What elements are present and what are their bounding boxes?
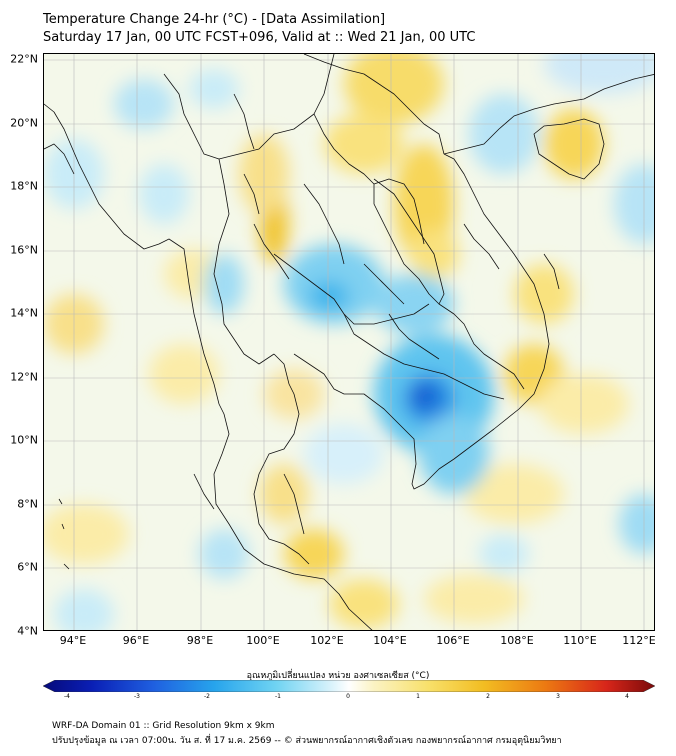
lon-label-100e: 100°E — [246, 634, 280, 647]
colorbar-tick-neg3: -3 — [134, 693, 140, 700]
colorbar-tick-1: 1 — [416, 693, 420, 700]
footer-model-info: WRF-DA Domain 01 :: Grid Resolution 9km … — [52, 721, 275, 731]
colorbar-tick-neg2: -2 — [204, 693, 210, 700]
colorbar-gradient — [43, 680, 655, 692]
colorbar-tick-neg1: -1 — [275, 693, 281, 700]
lon-label-112e: 112°E — [622, 634, 656, 647]
colorbar-tick-neg4: -4 — [64, 693, 70, 700]
coastlines-borders — [44, 54, 654, 630]
colorbar-title: อุณหภูมิเปลี่ยนแปลง หน่วย องศาเซลเซียส (… — [246, 671, 430, 681]
lat-label-16n: 16°N — [10, 243, 38, 257]
map-title: Temperature Change 24-hr (°C) - [Data As… — [43, 12, 386, 27]
temperature-field — [44, 54, 654, 630]
lat-label-22n: 22°N — [10, 52, 38, 66]
lon-label-98e: 98°E — [186, 634, 214, 647]
footer-credit: ปรับปรุงข้อมูล ณ เวลา 07:00น. วัน ส. ที่… — [52, 736, 562, 746]
lon-label-106e: 106°E — [436, 634, 470, 647]
map-panel[interactable] — [43, 53, 655, 631]
lon-label-94e: 94°E — [59, 634, 87, 647]
lat-label-18n: 18°N — [10, 179, 38, 193]
lat-label-10n: 10°N — [10, 433, 38, 447]
lat-label-4n: 4°N — [17, 624, 38, 638]
lat-label-8n: 8°N — [17, 497, 38, 511]
lon-label-96e: 96°E — [122, 634, 150, 647]
lat-label-14n: 14°N — [10, 306, 38, 320]
colorbar-tick-4: 4 — [625, 693, 629, 700]
colorbar — [43, 680, 655, 692]
lon-label-110e: 110°E — [563, 634, 597, 647]
colorbar-tick-2: 2 — [486, 693, 490, 700]
colorbar-tick-3: 3 — [556, 693, 560, 700]
lat-label-12n: 12°N — [10, 370, 38, 384]
map-subtitle: Saturday 17 Jan, 00 UTC FCST+096, Valid … — [43, 30, 476, 45]
lon-label-108e: 108°E — [500, 634, 534, 647]
lon-label-102e: 102°E — [310, 634, 344, 647]
map-gridlines — [44, 54, 654, 630]
colorbar-tick-0: 0 — [346, 693, 350, 700]
lat-label-6n: 6°N — [17, 560, 38, 574]
temperature-change-map — [44, 54, 654, 630]
lat-label-20n: 20°N — [10, 116, 38, 130]
lon-label-104e: 104°E — [373, 634, 407, 647]
